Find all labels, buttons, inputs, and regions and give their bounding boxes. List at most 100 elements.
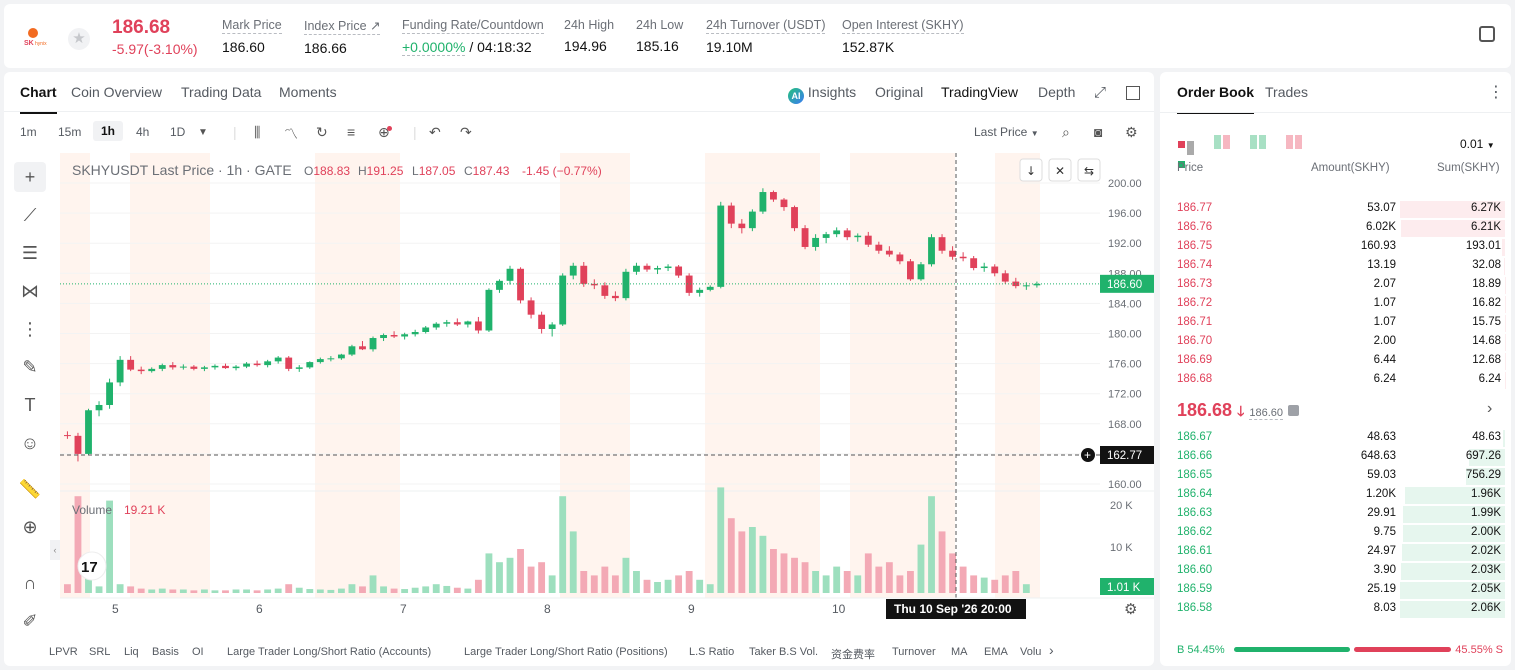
search-icon[interactable]: ⌕ — [1062, 124, 1070, 140]
scroll-down-icon-bg[interactable] — [1019, 158, 1043, 182]
indicator-3[interactable]: Basis — [152, 646, 179, 658]
tab-chart[interactable]: Chart — [20, 84, 57, 114]
indicator-4[interactable]: OI — [192, 646, 204, 658]
expand-icon[interactable]: ⤢ — [1094, 84, 1107, 101]
ask-row[interactable]: 186.69 6.44 12.68 — [1160, 352, 1511, 371]
zoom-in-icon[interactable]: ⊕ — [22, 517, 38, 537]
indicator-1[interactable]: SRL — [89, 646, 111, 658]
bid-row[interactable]: 186.63 29.91 1.99K — [1160, 505, 1511, 524]
tab-trading-data[interactable]: Trading Data — [181, 84, 262, 100]
insights-button[interactable]: AI Insights — [788, 84, 856, 104]
settings-gear-icon[interactable]: ⚙ — [1125, 124, 1138, 140]
chevron-right-icon[interactable]: › — [1487, 400, 1493, 417]
view-bids-icon[interactable] — [1214, 135, 1230, 154]
ask-row[interactable]: 186.75 160.93 193.01 — [1160, 238, 1511, 257]
tab-coin-overview[interactable]: Coin Overview — [71, 84, 163, 100]
indicator-12[interactable]: EMA — [984, 646, 1008, 658]
add-indicator-icon[interactable]: ⊕ — [378, 124, 392, 140]
reset-icon[interactable]: ⇆ — [1084, 164, 1094, 178]
view-tradingview[interactable]: TradingView — [941, 84, 1019, 100]
notebook-icon[interactable] — [1479, 26, 1495, 42]
add-alert-icon[interactable] — [1081, 448, 1095, 462]
ask-row[interactable]: 186.76 6.02K 6.21K — [1160, 219, 1511, 238]
window-icon[interactable] — [1126, 86, 1140, 100]
view-sells-icon[interactable] — [1286, 135, 1302, 154]
timeframe-15m[interactable]: 15m — [58, 125, 82, 139]
text-icon[interactable]: T — [24, 395, 36, 415]
stat-index-price[interactable]: Index Price ↗ 186.66 — [304, 19, 381, 56]
scroll-down-icon[interactable]: ↓ — [1026, 164, 1036, 178]
trend-line-icon[interactable]: ⟋ — [23, 205, 37, 225]
indicators-icon[interactable]: 〽 — [284, 126, 298, 142]
more-icon[interactable]: ⋮ — [1488, 84, 1504, 101]
magnet-icon[interactable]: ∩ — [23, 573, 37, 593]
indicator-13[interactable]: Volu — [1020, 646, 1042, 658]
emoji-icon[interactable]: ☺ — [20, 433, 40, 453]
timeframe-dropdown-icon[interactable]: ▼ — [198, 127, 208, 138]
timeframe-1h[interactable]: 1h — [93, 121, 124, 141]
timeframe-4h[interactable]: 4h — [136, 125, 150, 139]
ruler-icon[interactable]: 📏 — [18, 479, 42, 499]
volume-bar — [580, 571, 588, 593]
collapse-toolbar-icon[interactable]: ‹ — [50, 540, 60, 560]
view-depth[interactable]: Depth — [1038, 84, 1076, 100]
undo-icon[interactable]: ↶ — [429, 124, 441, 140]
price-type-select[interactable]: Last Price ▼ — [974, 125, 1039, 139]
precision-select[interactable]: 0.01 ▼ — [1460, 137, 1495, 151]
timeframe-1m[interactable]: 1m — [20, 125, 37, 139]
indicator-0[interactable]: LPVR — [49, 646, 78, 658]
timeframe-1d[interactable]: 1D — [170, 125, 186, 139]
tab-moments[interactable]: Moments — [279, 84, 337, 100]
ask-row[interactable]: 186.70 2.00 14.68 — [1160, 333, 1511, 352]
scroll-right-icon[interactable]: › — [1049, 642, 1054, 658]
collapse-icon[interactable]: ✕ — [1055, 164, 1065, 178]
reset-icon-bg[interactable] — [1077, 158, 1101, 182]
ask-row[interactable]: 186.74 13.19 32.08 — [1160, 257, 1511, 276]
crosshair-icon[interactable]: + — [14, 162, 46, 192]
indicator-11[interactable]: MA — [951, 646, 968, 658]
indicator-7[interactable]: L.S Ratio — [689, 646, 735, 658]
indicator-5[interactable]: Large Trader Long/Short Ratio (Accounts) — [227, 646, 432, 658]
bid-row[interactable]: 186.58 8.03 2.06K — [1160, 600, 1511, 619]
axis-settings-icon[interactable]: ⚙ — [1124, 600, 1137, 618]
camera-icon[interactable]: ◙ — [1094, 124, 1103, 140]
indicator-10[interactable]: Turnover — [892, 646, 936, 658]
tab-order-book[interactable]: Order Book — [1177, 84, 1255, 114]
bid-row[interactable]: 186.67 48.63 48.63 — [1160, 429, 1511, 448]
template-icon[interactable]: ≡ — [347, 124, 356, 140]
bid-row[interactable]: 186.64 1.20K 1.96K — [1160, 486, 1511, 505]
horizontal-lines-icon[interactable]: ☰ — [21, 243, 39, 263]
ask-row[interactable]: 186.77 53.07 6.27K — [1160, 200, 1511, 219]
ask-row[interactable]: 186.68 6.24 6.24 — [1160, 371, 1511, 390]
bid-row[interactable]: 186.62 9.75 2.00K — [1160, 524, 1511, 543]
pattern-icon[interactable]: ⋈ — [21, 281, 39, 301]
fib-icon[interactable]: ⋮ — [21, 319, 39, 339]
bid-row[interactable]: 186.65 59.03 756.29 — [1160, 467, 1511, 486]
candle-body — [780, 199, 788, 208]
candle-type-icon[interactable]: ⫼ — [254, 124, 261, 140]
bid-row[interactable]: 186.60 3.90 2.03K — [1160, 562, 1511, 581]
collapse-icon-bg[interactable] — [1048, 158, 1072, 182]
indicator-8[interactable]: Taker B.S Vol. — [749, 646, 819, 658]
brush-icon[interactable]: ✎ — [22, 357, 38, 377]
ask-row[interactable]: 186.72 1.07 16.82 — [1160, 295, 1511, 314]
reload-icon[interactable]: ↻ — [316, 124, 328, 140]
pencil-lock-icon[interactable]: ✐ — [22, 611, 38, 631]
bid-row[interactable]: 186.61 24.97 2.02K — [1160, 543, 1511, 562]
view-asks-icon[interactable] — [1250, 135, 1266, 154]
indicator-6[interactable]: Large Trader Long/Short Ratio (Positions… — [464, 646, 668, 658]
stat-open-interest: Open Interest (SKHY) 152.87K — [842, 18, 964, 55]
bid-row[interactable]: 186.59 25.19 2.05K — [1160, 581, 1511, 600]
indicator-2[interactable]: Liq — [124, 646, 139, 658]
view-original[interactable]: Original — [875, 84, 924, 100]
price-chart[interactable]: 200.00196.00192.00188.00184.00180.00176.… — [60, 153, 1154, 666]
y-tick-label: 180.00 — [1108, 329, 1142, 341]
view-both-icon[interactable] — [1178, 135, 1194, 173]
tab-trades[interactable]: Trades — [1265, 84, 1309, 100]
bid-row[interactable]: 186.66 648.63 697.26 — [1160, 448, 1511, 467]
redo-icon[interactable]: ↷ — [460, 124, 472, 140]
indicator-9[interactable]: 资金费率 — [831, 649, 875, 661]
ask-row[interactable]: 186.71 1.07 15.75 — [1160, 314, 1511, 333]
ask-row[interactable]: 186.73 2.07 18.89 — [1160, 276, 1511, 295]
favorite-star-icon[interactable]: ★ — [68, 28, 90, 50]
